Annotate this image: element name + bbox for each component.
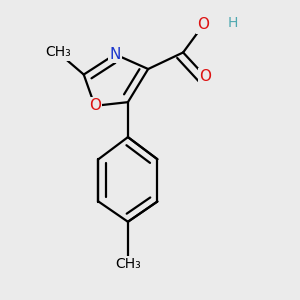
Text: O: O [89, 98, 101, 113]
Text: O: O [199, 69, 211, 84]
Text: O: O [197, 17, 209, 32]
Text: H: H [228, 16, 238, 30]
Text: N: N [109, 47, 121, 62]
Text: CH₃: CH₃ [115, 257, 141, 271]
Text: CH₃: CH₃ [45, 46, 71, 59]
